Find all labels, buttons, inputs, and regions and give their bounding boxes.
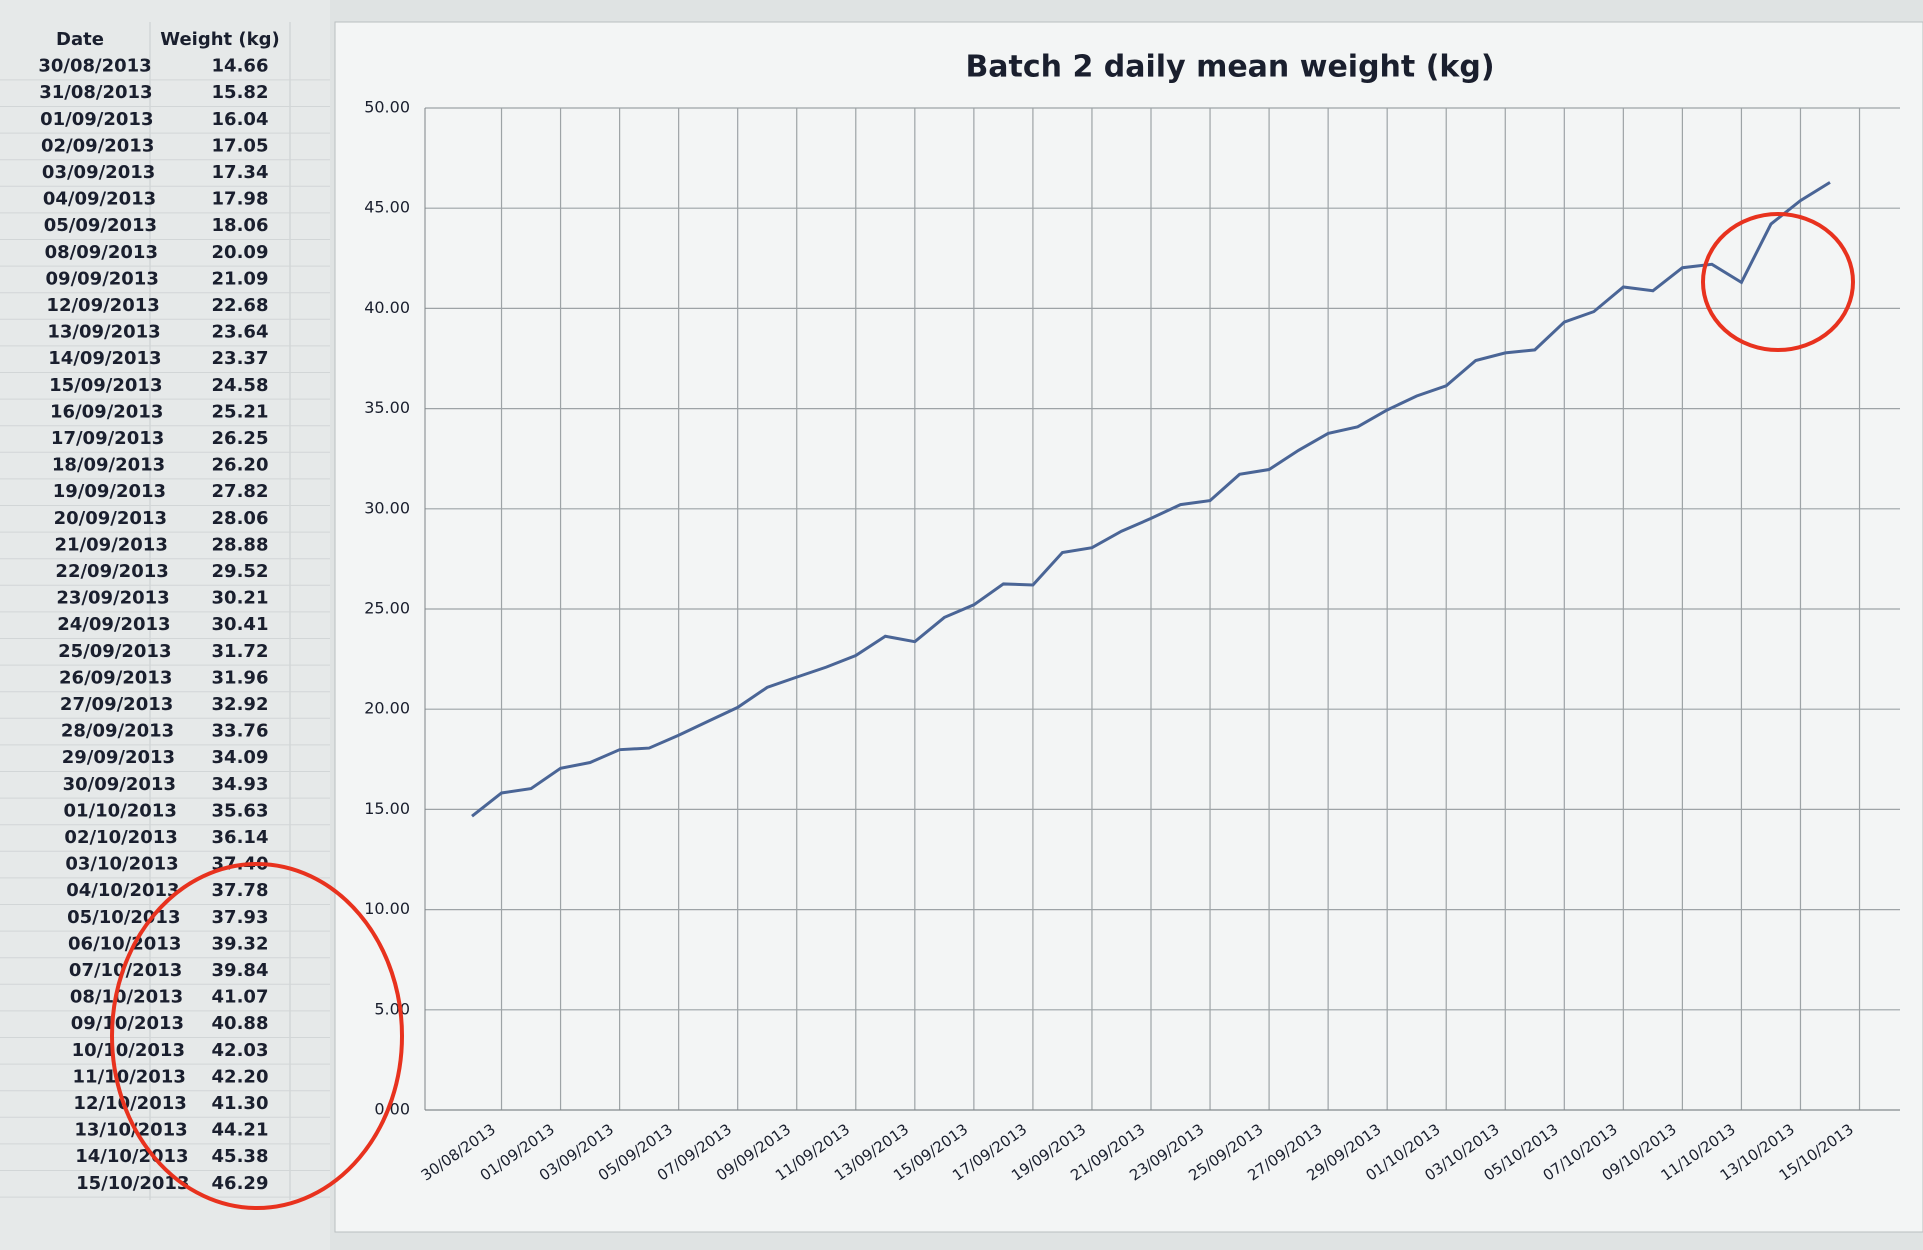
date-cell: 31/08/2013	[39, 82, 152, 103]
date-cell: 27/09/2013	[60, 694, 173, 715]
header-cell: Weight (kg)	[160, 29, 279, 50]
date-cell: 30/08/2013	[38, 56, 151, 77]
page: {"table": {"header": ["Date", "Weight (k…	[0, 0, 1923, 1250]
weight-cell: 45.38	[212, 1146, 269, 1167]
weight-cell: 14.66	[212, 56, 269, 77]
date-cell: 25/09/2013	[58, 641, 171, 662]
chart-panel	[335, 22, 1923, 1232]
date-cell: 11/10/2013	[73, 1066, 186, 1087]
chart-title: Batch 2 daily mean weight (kg)	[965, 50, 1494, 85]
weight-cell: 28.06	[212, 508, 269, 529]
date-cell: 02/10/2013	[64, 827, 177, 848]
weight-cell: 16.04	[212, 109, 269, 130]
weight-cell: 32.92	[212, 694, 269, 715]
weight-cell: 24.58	[212, 375, 269, 396]
y-tick-label: 5.00	[374, 999, 410, 1018]
weight-cell: 17.34	[212, 162, 269, 183]
weight-cell: 20.09	[212, 242, 269, 263]
date-cell: 14/09/2013	[48, 348, 161, 369]
weight-cell: 42.20	[212, 1066, 269, 1087]
date-cell: 13/09/2013	[47, 322, 160, 343]
weight-cell: 30.21	[212, 588, 269, 609]
weight-cell: 23.64	[212, 322, 269, 343]
date-cell: 26/09/2013	[59, 667, 172, 688]
weight-cell: 27.82	[212, 481, 269, 502]
y-tick-label: 50.00	[364, 98, 410, 117]
screen: Batch 2 daily mean weight (kg) Date Weigh…	[0, 0, 1923, 1250]
header-cell: Date	[56, 29, 104, 50]
date-cell: 24/09/2013	[57, 614, 170, 635]
y-tick-label: 10.00	[364, 899, 410, 918]
date-cell: 04/09/2013	[43, 189, 156, 210]
weight-cell: 41.30	[212, 1093, 269, 1114]
date-cell: 05/10/2013	[67, 907, 180, 928]
weight-cell: 42.03	[212, 1040, 269, 1061]
weight-cell: 40.88	[212, 1013, 269, 1034]
weight-cell: 22.68	[212, 295, 269, 316]
y-tick-label: 40.00	[364, 298, 410, 317]
y-tick-label: 20.00	[364, 699, 410, 718]
date-cell: 17/09/2013	[51, 428, 164, 449]
weight-cell: 35.63	[212, 800, 269, 821]
weight-cell: 39.32	[212, 933, 269, 954]
date-cell: 21/09/2013	[55, 534, 168, 555]
y-tick-label: 25.00	[364, 599, 410, 618]
date-cell: 03/10/2013	[65, 854, 178, 875]
weight-cell: 15.82	[212, 82, 269, 103]
weight-cell: 28.88	[212, 534, 269, 555]
date-cell: 01/09/2013	[40, 109, 153, 130]
y-tick-label: 35.00	[364, 398, 410, 417]
weight-cell: 21.09	[212, 268, 269, 289]
date-cell: 28/09/2013	[61, 721, 174, 742]
date-cell: 08/10/2013	[70, 987, 183, 1008]
date-cell: 20/09/2013	[54, 508, 167, 529]
weight-cell: 26.25	[212, 428, 269, 449]
date-cell: 29/09/2013	[62, 747, 175, 768]
weight-cell: 26.20	[212, 455, 269, 476]
weight-cell: 29.52	[212, 561, 269, 582]
date-cell: 09/09/2013	[46, 268, 159, 289]
date-cell: 12/09/2013	[46, 295, 159, 316]
weight-cell: 25.21	[212, 401, 269, 422]
date-cell: 01/10/2013	[64, 800, 177, 821]
date-cell: 23/09/2013	[56, 588, 169, 609]
date-cell: 16/09/2013	[50, 401, 163, 422]
date-cell: 03/09/2013	[42, 162, 155, 183]
date-cell: 14/10/2013	[75, 1146, 188, 1167]
date-cell: 04/10/2013	[66, 880, 179, 901]
date-cell: 30/09/2013	[63, 774, 176, 795]
y-tick-label: 45.00	[364, 198, 410, 217]
weight-cell: 30.41	[212, 614, 269, 635]
date-cell: 15/09/2013	[49, 375, 162, 396]
weight-cell: 34.93	[212, 774, 269, 795]
date-cell: 09/10/2013	[71, 1013, 184, 1034]
weight-cell: 41.07	[212, 987, 269, 1008]
date-cell: 08/09/2013	[45, 242, 158, 263]
weight-cell: 44.21	[212, 1120, 269, 1141]
weight-cell: 31.96	[212, 667, 269, 688]
weight-cell: 18.06	[212, 215, 269, 236]
weight-cell: 37.78	[212, 880, 269, 901]
weight-cell: 37.93	[212, 907, 269, 928]
date-cell: 18/09/2013	[52, 455, 165, 476]
weight-cell: 31.72	[212, 641, 269, 662]
date-cell: 12/10/2013	[73, 1093, 186, 1114]
date-cell: 10/10/2013	[72, 1040, 185, 1061]
weight-cell: 36.14	[212, 827, 269, 848]
y-tick-label: 30.00	[364, 498, 410, 517]
date-cell: 19/09/2013	[53, 481, 166, 502]
date-cell: 02/09/2013	[41, 135, 154, 156]
date-cell: 22/09/2013	[55, 561, 168, 582]
date-cell: 05/09/2013	[44, 215, 157, 236]
weight-cell: 23.37	[212, 348, 269, 369]
date-cell: 06/10/2013	[68, 933, 181, 954]
weight-cell: 17.98	[212, 189, 269, 210]
weight-cell: 17.05	[212, 135, 269, 156]
weight-cell: 39.84	[212, 960, 269, 981]
weight-cell: 33.76	[212, 721, 269, 742]
weight-cell: 46.29	[212, 1173, 269, 1194]
y-tick-label: 15.00	[364, 799, 410, 818]
weight-cell: 34.09	[212, 747, 269, 768]
